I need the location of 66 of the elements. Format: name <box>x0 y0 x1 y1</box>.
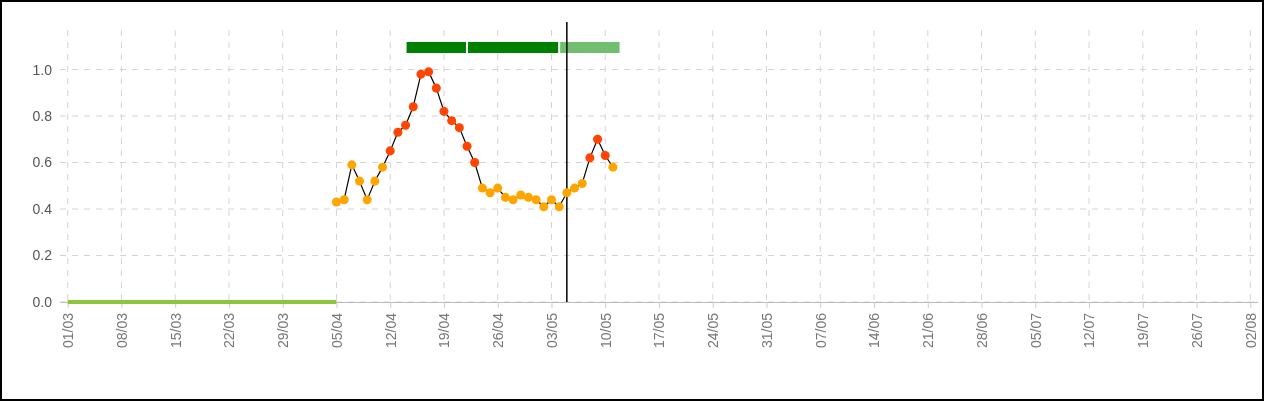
y-tick-label: 0.4 <box>32 200 53 217</box>
y-tick-label: 0.6 <box>32 154 53 171</box>
point <box>531 195 541 205</box>
point <box>508 195 518 205</box>
point <box>500 192 510 202</box>
point <box>370 176 380 186</box>
x-tick-label: 22/03 <box>221 312 238 349</box>
x-tick-label: 26/04 <box>490 312 507 349</box>
point <box>431 83 441 93</box>
point <box>593 134 603 144</box>
point <box>554 202 564 212</box>
x-tick-label: 26/07 <box>1188 312 1205 349</box>
x-tick-label: 15/03 <box>167 312 184 349</box>
point <box>546 195 556 205</box>
x-tick-label: 05/07 <box>1027 312 1044 349</box>
point <box>562 188 572 198</box>
point <box>424 67 434 77</box>
point <box>608 162 618 172</box>
point <box>385 146 395 156</box>
y-tick-label: 0.0 <box>32 293 53 310</box>
point <box>462 141 472 151</box>
point <box>416 69 426 79</box>
point <box>516 190 526 200</box>
point <box>378 162 388 172</box>
x-tick-label: 10/05 <box>597 312 614 349</box>
x-tick-label: 03/05 <box>543 312 560 349</box>
y-tick-label: 1.0 <box>32 61 53 78</box>
point <box>439 106 449 116</box>
x-tick-label: 07/06 <box>812 312 829 349</box>
x-tick-label: 12/04 <box>382 312 399 349</box>
y-tick-label: 0.8 <box>32 108 53 124</box>
x-tick-label: 02/08 <box>1242 312 1259 349</box>
point <box>585 153 595 163</box>
point <box>577 178 587 188</box>
point <box>600 151 610 161</box>
x-tick-label: 19/07 <box>1135 312 1152 349</box>
point <box>570 183 580 193</box>
x-tick-label: 21/06 <box>920 312 937 349</box>
point <box>493 183 503 193</box>
point <box>447 116 457 126</box>
x-tick-label: 14/06 <box>866 312 883 349</box>
y-tick-label: 0.2 <box>32 247 53 264</box>
x-tick-label: 28/06 <box>973 312 990 349</box>
x-tick-label: 29/03 <box>275 312 292 349</box>
x-tick-label: 08/03 <box>113 312 130 349</box>
point <box>393 127 403 137</box>
x-tick-label: 01/03 <box>60 312 77 349</box>
point <box>401 120 411 130</box>
point <box>347 160 357 170</box>
x-tick-label: 19/04 <box>436 312 453 349</box>
point <box>408 102 418 112</box>
point <box>477 183 487 193</box>
point <box>470 158 480 168</box>
point <box>339 195 349 205</box>
point <box>454 123 464 133</box>
point <box>485 188 495 198</box>
x-tick-label: 31/05 <box>758 312 775 349</box>
x-tick-label: 05/04 <box>328 312 345 349</box>
x-tick-label: 24/05 <box>705 312 722 349</box>
x-tick-label: 17/05 <box>651 312 668 349</box>
point <box>523 192 533 202</box>
point <box>362 195 372 205</box>
point <box>331 197 341 207</box>
point <box>354 176 365 186</box>
point <box>539 202 549 212</box>
x-tick-label: 12/07 <box>1081 312 1098 349</box>
